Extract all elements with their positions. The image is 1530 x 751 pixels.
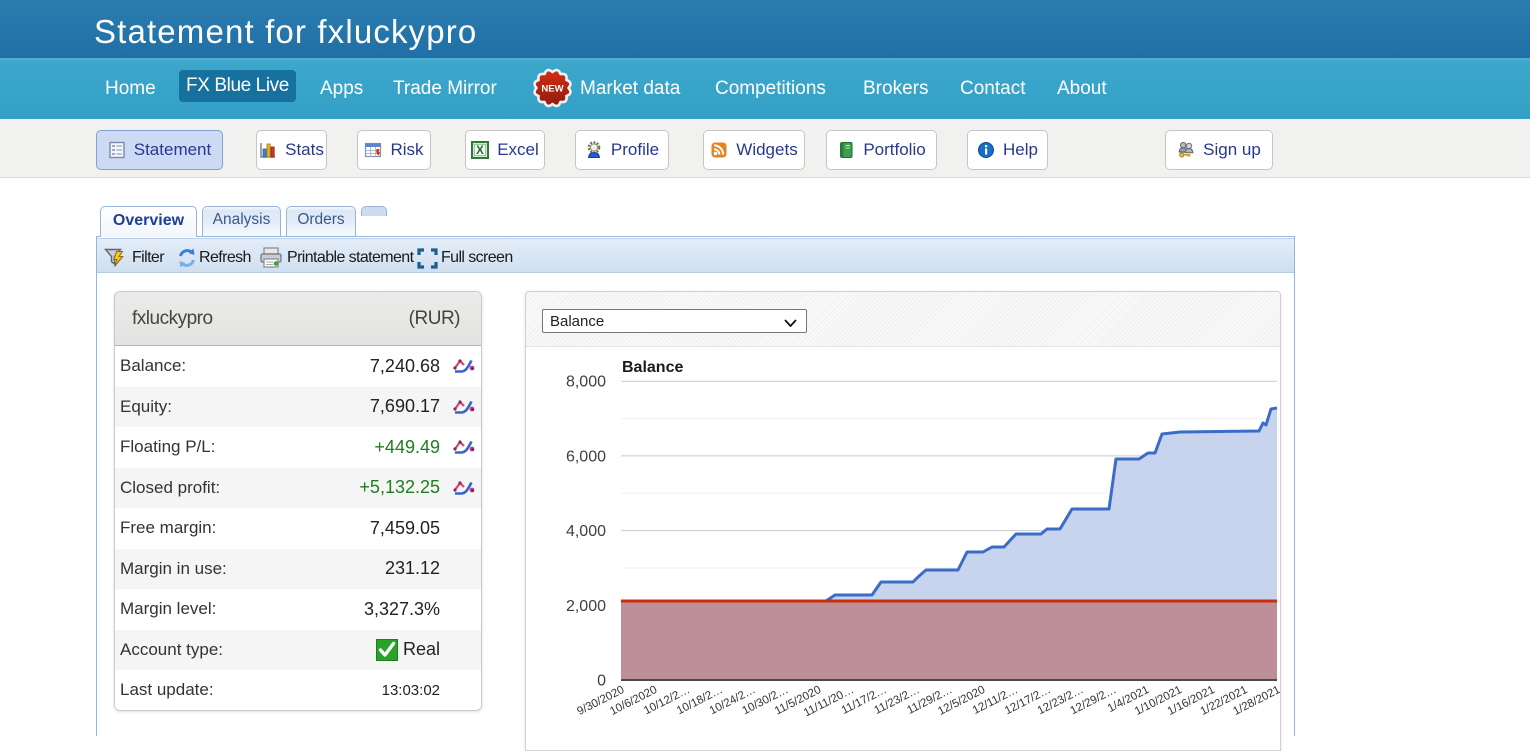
svg-text:8,000: 8,000: [566, 374, 606, 391]
svg-text:2,000: 2,000: [566, 598, 606, 615]
svg-text:0: 0: [597, 673, 606, 690]
svg-text:NEW: NEW: [541, 84, 563, 95]
svg-text:6,000: 6,000: [566, 448, 606, 465]
svg-text:X: X: [476, 145, 484, 157]
svg-text:4,000: 4,000: [566, 523, 606, 540]
